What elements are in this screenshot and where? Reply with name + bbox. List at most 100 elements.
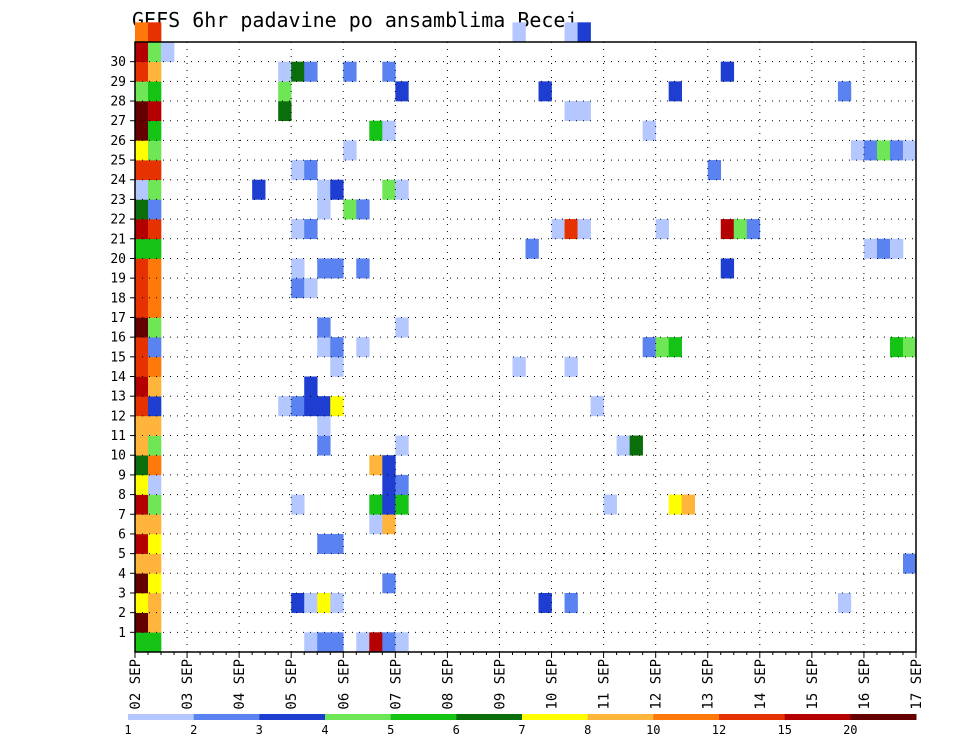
heatmap-cell [291,278,305,299]
heatmap-cell [837,81,852,102]
heatmap-cell [252,179,266,200]
heatmap-cell [369,120,383,141]
heatmap-cell [148,632,162,653]
heatmap-cell [317,435,331,456]
heatmap-cell [135,632,149,653]
x-tick-label: 08 SEP [440,659,456,710]
heatmap-cell [642,120,656,141]
y-tick-label: 30 [110,55,126,70]
y-tick-label: 6 [118,527,126,542]
heatmap-cell [135,101,149,122]
heatmap-cell [343,199,357,220]
x-axis: 02 SEP 03 SEP 04 SEP 05 SEP 06 SEP 07 SEP 08 S… [128,652,925,710]
legend-label: 12 [712,723,726,737]
legend-swatch [850,714,917,720]
heatmap-cell [733,219,748,240]
y-tick-label: 23 [110,193,126,208]
heatmap-cell [148,612,162,633]
heatmap-cell [135,278,149,299]
x-tick-label: 12 SEP [649,659,665,710]
heatmap-cell [135,396,149,417]
y-tick-label: 24 [110,173,126,188]
heatmap-cell [135,592,149,613]
heatmap-cell [148,415,162,436]
heatmap-cell [135,258,149,279]
heatmap-cell [148,435,162,456]
heatmap-cell [889,337,904,358]
heatmap-cell [330,356,344,377]
heatmap-cell [317,258,331,279]
heatmap-cell [135,81,149,102]
x-tick-label: 14 SEP [753,659,769,710]
heatmap-cell [135,435,149,456]
heatmap-cell [291,592,305,613]
heatmap-cell [135,120,149,141]
heatmap-cell [330,396,344,417]
heatmap-cell [564,22,578,43]
heatmap-cell [356,199,370,220]
heatmap-cell [135,61,149,82]
heatmap-cell [382,120,396,141]
heatmap-cell [148,533,162,554]
heatmap-cell [278,396,292,417]
heatmap-cell [330,592,344,613]
heatmap-cell [135,238,149,259]
x-tick-label: 11 SEP [597,659,613,710]
y-tick-label: 12 [110,409,126,424]
heatmap-cell [291,494,305,515]
heatmap-cell [863,238,878,259]
legend-label: 7 [518,723,525,737]
heatmap-cell [356,258,370,279]
heatmap-cell [343,140,357,161]
x-tick-label: 02 SEP [128,659,144,710]
heatmap-cell [382,474,396,495]
heatmap-cell [720,258,735,279]
heatmap-cell [395,494,409,515]
legend-label: 2 [190,723,197,737]
x-tick-label: 13 SEP [701,659,717,710]
x-tick-label: 07 SEP [388,659,404,710]
heatmap-cell [148,179,162,200]
heatmap-cell [837,592,852,613]
heatmap-cell [382,514,396,535]
y-axis: 1234567891011121314151617181920212223242… [110,55,135,641]
heatmap-cell [291,160,305,181]
heatmap-cell [538,592,552,613]
legend-swatch [390,714,457,720]
y-tick-label: 28 [110,95,126,110]
legend-label: 4 [321,723,328,737]
heatmap-cell [577,22,591,43]
y-tick-label: 25 [110,154,126,169]
heatmap-cell [148,573,162,594]
heatmap-cell [291,61,305,82]
heatmap-cell [382,455,396,476]
heatmap-cell [148,101,162,122]
heatmap-cell [148,592,162,613]
heatmap-cell [369,455,383,476]
legend-swatch [653,714,720,720]
heatmap-cell [525,238,539,259]
heatmap-cell [317,396,331,417]
legend-label: 15 [777,723,791,737]
plot-frame [134,41,917,653]
heatmap-cell [317,317,331,338]
heatmap-cell [317,179,331,200]
heatmap-cell [148,356,162,377]
y-tick-label: 19 [110,272,126,287]
heatmap-cell [538,81,552,102]
heatmap-cell [148,42,162,62]
heatmap-cell [395,179,409,200]
x-tick-label: 10 SEP [545,659,561,710]
heatmap-cell [655,337,669,358]
heatmap-cell [395,435,409,456]
legend-label: 5 [387,723,394,737]
heatmap-cell [148,474,162,495]
heatmap-cells [135,22,917,653]
legend-label: 6 [453,723,460,737]
heatmap-cell [148,199,162,220]
y-tick-label: 13 [110,390,126,405]
y-tick-label: 1 [118,626,126,641]
heatmap-cell [577,101,591,122]
heatmap-cell [681,494,696,515]
